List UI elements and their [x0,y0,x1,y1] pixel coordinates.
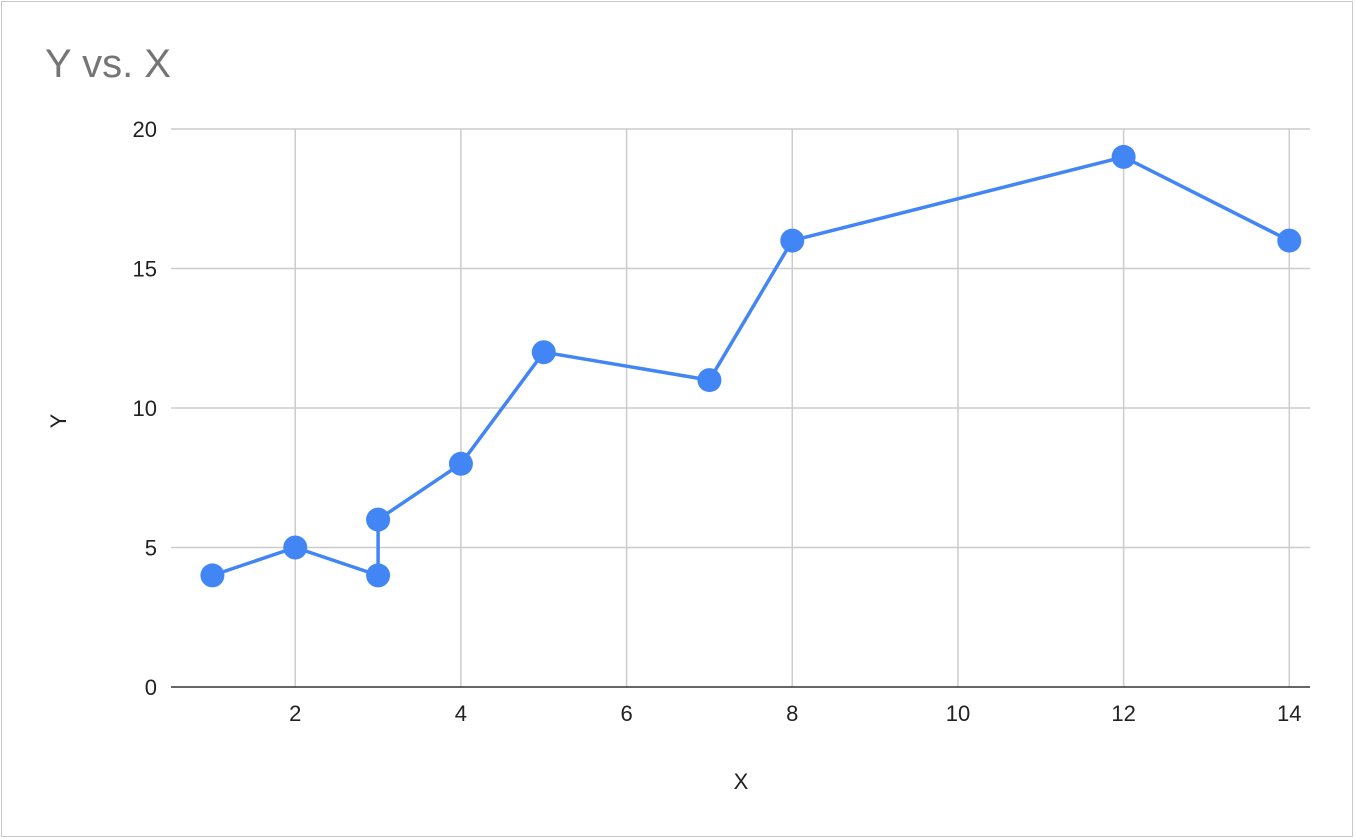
data-point [780,228,805,253]
data-point [448,451,473,476]
data-point [697,368,722,393]
x-tick-label: 12 [1111,701,1135,726]
y-tick-label: 0 [145,675,157,700]
x-tick-label: 2 [289,701,301,726]
y-tick-label: 5 [145,536,157,561]
tick-labels: 0 5 10 15 20 2 4 6 8 10 12 14 [133,117,1302,726]
y-axis-title: Y [46,413,71,428]
data-point [366,507,391,532]
chart-title: Y vs. X [45,42,171,86]
x-axis-title: X [734,769,749,794]
series-layer [200,144,1302,588]
data-point [531,340,556,365]
data-point [366,563,391,588]
gridlines [171,128,1310,687]
y-tick-label: 20 [133,117,157,142]
x-tick-label: 6 [620,701,632,726]
data-point [283,535,308,560]
x-tick-label: 10 [946,701,970,726]
series-line [211,155,1291,578]
data-point [1111,144,1136,169]
x-tick-label: 4 [455,701,467,726]
y-tick-label: 10 [133,396,157,421]
y-tick-label: 15 [133,257,157,282]
x-tick-label: 14 [1277,701,1301,726]
data-point [1277,228,1302,253]
x-tick-label: 8 [786,701,798,726]
data-point [200,563,225,588]
